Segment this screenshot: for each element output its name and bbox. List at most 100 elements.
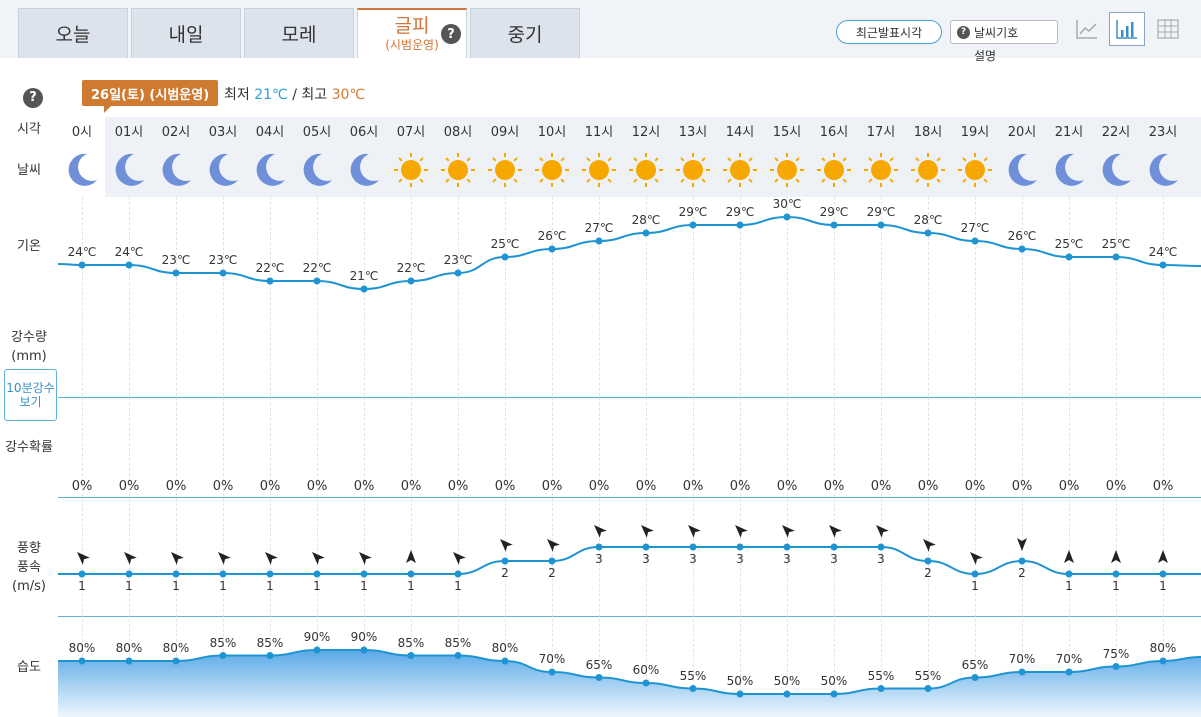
tab-label: 모레: [281, 24, 317, 46]
wind-arrow-icon: [547, 539, 560, 552]
wind-speed-label: 2: [501, 566, 509, 580]
hour-label: 19시: [960, 125, 990, 140]
wind-point: [78, 570, 86, 578]
row-label-temp: 기온: [17, 239, 41, 254]
sun-icon: [392, 150, 430, 190]
bar-chart-view-button[interactable]: [1109, 12, 1145, 46]
wind-speed-label: 2: [924, 566, 932, 580]
temp-point: [313, 277, 321, 285]
temp-point: [877, 221, 885, 229]
temp-label: 23℃: [161, 253, 191, 267]
moon-icon: [204, 150, 242, 190]
gridline: [787, 197, 788, 717]
humidity-line: [58, 648, 1201, 696]
gridline: [317, 197, 318, 717]
moon-icon: [251, 150, 289, 190]
hour-label: 03시: [208, 125, 238, 140]
wind-speed-label: 3: [830, 552, 838, 566]
sun-icon: [956, 150, 994, 190]
temp-point: [924, 229, 932, 237]
hour-label: 22시: [1101, 125, 1131, 140]
sun-icon: [580, 150, 618, 190]
line-chart-icon: [1076, 20, 1097, 39]
wind-arrow-icon: [641, 525, 654, 538]
wind-arrow-icon: [970, 552, 983, 565]
precip-prob-label: 0%: [1105, 479, 1127, 494]
temp-label: 28℃: [631, 213, 661, 227]
sun-icon: [768, 150, 806, 190]
hour-label: 11시: [584, 125, 614, 140]
hour-label: 21시: [1054, 125, 1084, 140]
hour-label: 02시: [161, 125, 191, 140]
wind-speed-label: 3: [689, 552, 697, 566]
hour-label: 17시: [866, 125, 896, 140]
hour-label: 08시: [443, 125, 473, 140]
temp-point: [1018, 245, 1026, 253]
tab-day-after[interactable]: 모레: [244, 8, 354, 58]
row-label-weather: 날씨: [17, 163, 41, 178]
tab-label: 중기: [507, 24, 543, 46]
ten-minute-rain-button[interactable]: 10분강수보기: [4, 369, 57, 421]
wind-arrow-icon: [1158, 550, 1168, 563]
tab-midterm[interactable]: 중기: [470, 8, 580, 58]
precip-prob-label: 0%: [259, 479, 281, 494]
humidity-label: 90%: [350, 630, 378, 644]
precip-prob-label: 0%: [118, 479, 140, 494]
precip-prob-label: 0%: [1152, 479, 1174, 494]
weather-symbol-select[interactable]: ? 날씨기호: [950, 20, 1058, 44]
wind-speed-label: 3: [642, 552, 650, 566]
table-view-button[interactable]: [1150, 12, 1186, 46]
table-icon: [1157, 19, 1179, 39]
gridline: [552, 197, 553, 717]
precip-prob-label: 0%: [870, 479, 892, 494]
precip-prob-label: 0%: [353, 479, 375, 494]
tab-tomorrow[interactable]: 내일: [131, 8, 241, 58]
humidity-point: [172, 657, 180, 665]
temp-point: [642, 229, 650, 237]
temp-label: 25℃: [1054, 237, 1084, 251]
temp-label: 28℃: [913, 213, 943, 227]
wind-speed-label: 2: [1018, 566, 1026, 580]
wind-point: [313, 570, 321, 578]
wind-speed-label: 1: [266, 579, 274, 593]
min-temp: 21℃: [254, 87, 288, 103]
gridline: [834, 197, 835, 717]
recent-release-button[interactable]: 최근발표시각: [836, 20, 942, 44]
wind-arrow-icon: [735, 525, 748, 538]
divider: [58, 616, 1201, 617]
help-icon[interactable]: ?: [23, 86, 43, 108]
wind-point: [1018, 557, 1026, 565]
separator: /: [292, 87, 297, 103]
help-icon[interactable]: ?: [441, 24, 461, 44]
humidity-label: 50%: [726, 674, 754, 688]
gridline: [646, 197, 647, 717]
wind-speed-label: 1: [313, 579, 321, 593]
row-label-humidity: 습도: [17, 660, 41, 675]
wind-point: [830, 543, 838, 551]
humidity-label: 85%: [209, 635, 237, 650]
wind-arrow-icon: [923, 539, 936, 552]
wind-arrow-icon: [688, 525, 701, 538]
temp-point: [1112, 253, 1120, 261]
humidity-label: 65%: [961, 657, 989, 672]
weather-symbol-sublabel: 설명: [974, 49, 997, 63]
gridline: [599, 197, 600, 717]
precip-prob-label: 0%: [541, 479, 563, 494]
gridline: [928, 197, 929, 717]
humidity-point: [642, 679, 650, 687]
humidity-label: 70%: [1008, 652, 1036, 666]
temp-label: 23℃: [208, 253, 238, 267]
precip-prob-label: 0%: [964, 479, 986, 494]
tab-label: 내일: [168, 24, 204, 46]
humidity-label: 80%: [491, 641, 519, 655]
tab-today[interactable]: 오늘: [18, 8, 128, 58]
humidity-point: [1065, 668, 1073, 676]
precip-prob-label: 0%: [165, 479, 187, 494]
temp-label: 27℃: [584, 221, 614, 235]
tab-third-day[interactable]: 글피 (시범운영) ?: [357, 8, 467, 58]
line-chart-view-button[interactable]: [1069, 12, 1105, 46]
moon-icon: [345, 150, 383, 190]
wind-arrow-icon: [1064, 550, 1074, 563]
temp-label: 24℃: [114, 245, 144, 259]
temp-point: [548, 245, 556, 253]
